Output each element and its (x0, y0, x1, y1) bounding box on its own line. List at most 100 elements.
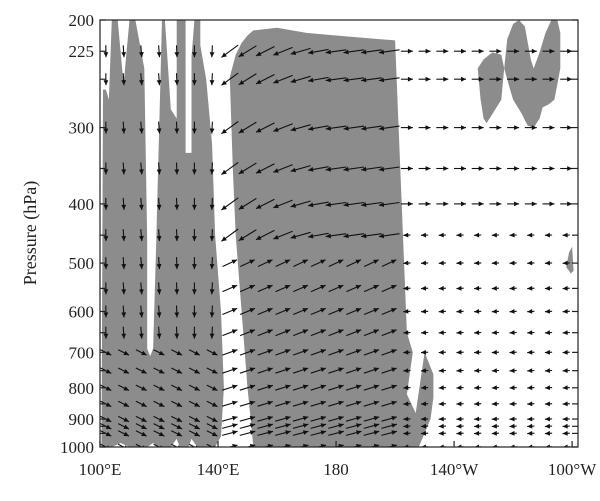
wind-vector (221, 72, 239, 86)
wind-vector (560, 48, 573, 54)
wind-vector (378, 49, 400, 55)
wind-vector (308, 232, 329, 239)
wind-vector (542, 76, 555, 82)
wind-vector (524, 201, 537, 207)
wind-vector (456, 285, 464, 291)
wind-vector (328, 415, 344, 422)
wind-vector (345, 384, 362, 391)
wind-vector (310, 423, 327, 429)
wind-vector (544, 423, 553, 429)
wind-vector (239, 400, 256, 407)
wind-vector (221, 228, 239, 242)
wind-vector (273, 230, 293, 240)
wind-vector (438, 423, 446, 429)
wind-vector (509, 368, 517, 373)
wind-vector (345, 415, 362, 422)
wind-vector (456, 232, 464, 238)
wind-vector (310, 307, 327, 316)
wind-vector (275, 284, 291, 293)
wind-vector (188, 384, 201, 391)
wind-vector (381, 384, 397, 391)
wind-vector (310, 329, 326, 337)
wind-vector (192, 121, 197, 134)
wind-vector (363, 329, 380, 337)
wind-vector (156, 121, 162, 134)
wind-vector (206, 367, 218, 374)
wind-vector (346, 284, 362, 293)
wind-vector (117, 415, 130, 423)
wind-vector (221, 415, 238, 422)
wind-vector (418, 76, 431, 82)
wind-vector (524, 76, 537, 82)
wind-vector (139, 305, 144, 318)
wind-vector (351, 443, 362, 447)
wind-vector (378, 166, 400, 172)
wind-vector (280, 443, 291, 447)
wind-vector (420, 260, 429, 266)
wind-vector (275, 415, 291, 422)
wind-vector (386, 443, 398, 447)
wind-vector (310, 284, 326, 293)
wind-vector (454, 76, 466, 82)
wind-vector (174, 305, 180, 318)
wind-vector (328, 423, 344, 429)
wind-vector (474, 309, 482, 314)
wind-vector (316, 443, 327, 447)
wind-vector (562, 260, 570, 266)
wind-vector (255, 229, 275, 241)
wind-vector (456, 401, 464, 407)
wind-vector (121, 121, 127, 134)
wind-vector (275, 259, 291, 267)
wind-vector (262, 443, 274, 447)
wind-vector (489, 201, 502, 207)
wind-vector (363, 400, 380, 407)
wind-vector (135, 415, 147, 423)
wind-vector (174, 229, 180, 242)
wind-vector (562, 232, 570, 238)
x-tick-label: 180 (323, 460, 349, 479)
wind-vector (257, 430, 274, 436)
wind-vector (273, 74, 293, 84)
wind-vector (135, 400, 147, 408)
wind-vector (436, 166, 449, 171)
wind-vector (544, 401, 553, 407)
wind-vector (544, 368, 553, 373)
wind-vector (156, 257, 162, 270)
wind-vector (436, 48, 449, 54)
wind-vector (400, 125, 413, 130)
wind-vector (310, 367, 327, 374)
wind-vector (222, 329, 238, 337)
wind-vector (117, 367, 130, 374)
wind-vector (255, 46, 275, 57)
wind-vector (491, 285, 500, 291)
wind-vector (273, 164, 293, 173)
wind-vector (290, 124, 311, 132)
wind-vector (363, 415, 380, 422)
x-tick-label: 100°E (79, 460, 122, 479)
wind-vector (509, 330, 517, 335)
wind-vector (328, 349, 344, 356)
wind-vector (544, 285, 553, 291)
wind-vector (156, 162, 162, 175)
wind-vector (292, 307, 309, 316)
wind-vector (343, 125, 365, 131)
wind-vector (239, 349, 256, 356)
wind-vector (139, 121, 144, 134)
wind-vector (153, 349, 165, 356)
wind-vector (192, 45, 197, 58)
wind-vector (524, 125, 537, 130)
wind-vector (527, 430, 535, 436)
plot-frame (99, 19, 579, 448)
wind-vector (239, 415, 256, 422)
wind-vector (292, 349, 309, 356)
wind-vector (509, 416, 517, 422)
wind-vector (171, 415, 183, 423)
y-axis: 200 225 300 400 500 600 700 800 900 1000 (60, 11, 578, 457)
wind-vector (562, 430, 570, 436)
wind-vector (378, 201, 400, 207)
wind-vector (544, 309, 553, 314)
wind-vector (381, 259, 397, 267)
wind-vector (438, 401, 446, 407)
wind-vector (438, 232, 446, 238)
wind-vector (206, 415, 218, 423)
